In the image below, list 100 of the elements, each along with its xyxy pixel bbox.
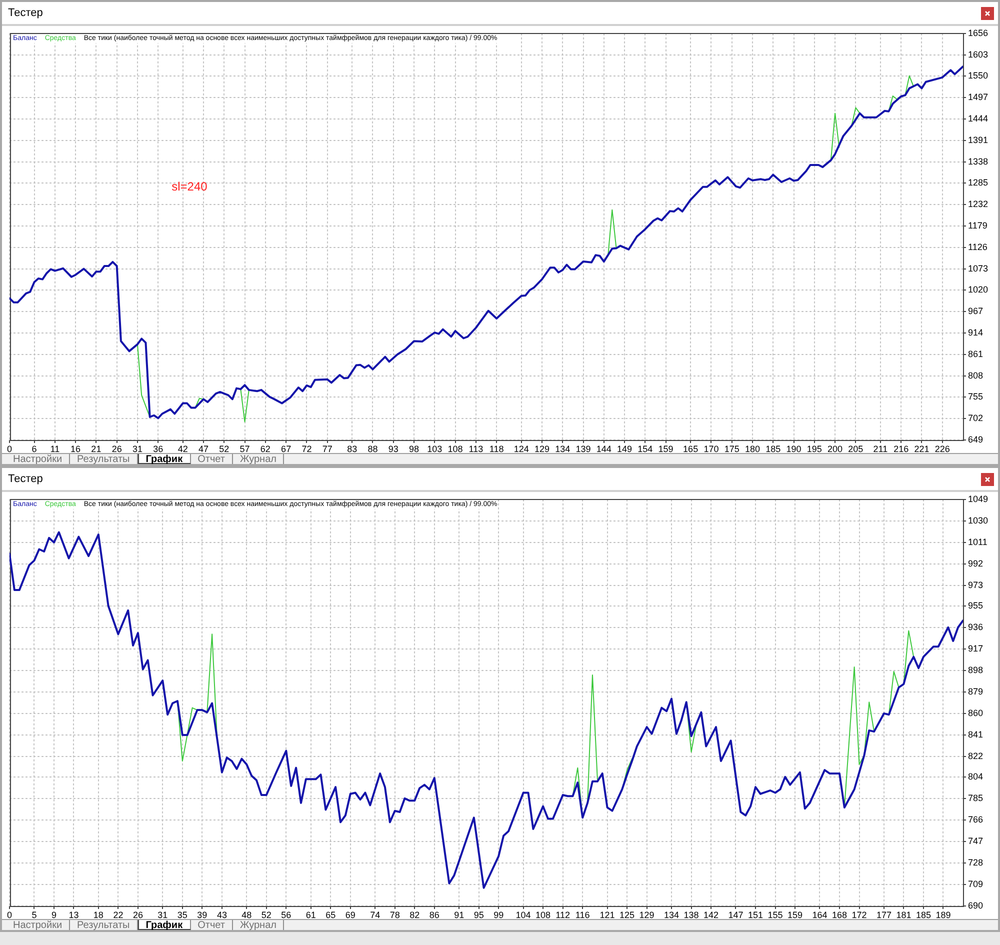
x-tick-label: 78 [390, 910, 400, 920]
x-tick-label: 98 [409, 444, 420, 454]
x-tick-label: 116 [575, 910, 590, 920]
y-tick-label: 879 [968, 686, 984, 696]
x-tick-label: 144 [596, 444, 612, 454]
y-tick-label: 860 [968, 708, 984, 718]
x-tick-label: 35 [177, 910, 188, 920]
x-tick-label: 52 [219, 444, 230, 454]
x-tick-label: 36 [153, 444, 164, 454]
text: Результаты [70, 454, 138, 465]
y-tick-label: 822 [968, 750, 984, 761]
x-tick-label: 72 [302, 444, 312, 454]
text: Настройки [6, 920, 70, 931]
x-tick-label: 57 [240, 444, 250, 454]
x-tick-label: 170 [704, 444, 719, 454]
y-tick-label: 967 [968, 306, 984, 316]
y-tick-label: 1497 [968, 92, 988, 102]
text: Журнал [232, 920, 284, 931]
text: Результаты [70, 920, 138, 931]
x-tick-label: 99 [494, 910, 504, 920]
x-tick-label: 165 [683, 444, 698, 454]
y-tick-label: 992 [968, 558, 984, 568]
x-tick-label: 56 [281, 910, 292, 920]
y-tick-label: 1020 [968, 284, 988, 295]
x-tick-label: 168 [832, 910, 848, 920]
x-tick-label: 103 [427, 444, 442, 454]
text: Отчет [190, 454, 233, 465]
y-tick-label: 936 [968, 622, 984, 632]
x-tick-label: 185 [766, 444, 781, 454]
x-tick-label: 43 [216, 910, 227, 920]
x-tick-label: 48 [242, 910, 252, 920]
x-tick-label: 189 [936, 910, 951, 920]
y-tick-label: 1179 [968, 220, 988, 230]
x-tick-label: 95 [474, 910, 484, 920]
y-tick-label: 785 [968, 792, 984, 803]
x-tick-label: 62 [260, 444, 270, 454]
x-tick-label: 134 [555, 444, 570, 454]
x-tick-label: 129 [534, 444, 550, 454]
x-tick-label: 185 [916, 910, 931, 920]
x-tick-label: 5 [32, 910, 37, 920]
x-tick-label: 88 [368, 444, 378, 454]
x-tick-label: 118 [489, 444, 504, 454]
y-tick-label: 702 [968, 413, 984, 424]
x-tick-label: 134 [664, 910, 680, 920]
text: Отчет [190, 920, 233, 931]
x-tick-label: 74 [370, 910, 380, 920]
y-tick-label: 898 [968, 664, 984, 675]
x-tick-label: 0 [6, 444, 12, 454]
x-tick-label: 177 [876, 910, 892, 920]
x-tick-label: 26 [132, 910, 143, 920]
x-tick-label: 6 [32, 444, 37, 454]
x-tick-label: 164 [812, 910, 828, 920]
x-tick-label: 47 [198, 444, 209, 454]
x-tick-label: 16 [70, 444, 81, 454]
x-tick-label: 121 [600, 910, 615, 920]
y-tick-label: 861 [968, 348, 984, 359]
x-tick-label: 159 [658, 444, 674, 454]
x-tick-label: 108 [536, 910, 551, 920]
y-tick-label: 1444 [968, 113, 988, 124]
y-tick-label: 841 [968, 729, 984, 740]
text: Настройки [6, 454, 70, 465]
y-tick-label: 1126 [968, 242, 988, 252]
x-tick-label: 190 [786, 444, 802, 454]
chart-title: Тестер [8, 473, 43, 486]
y-tick-label: 1338 [968, 156, 988, 166]
y-tick-label: 955 [968, 600, 984, 610]
y-tick-label: 804 [968, 771, 984, 782]
x-tick-label: 113 [468, 444, 484, 454]
x-tick-label: 175 [724, 444, 740, 454]
x-tick-label: 205 [848, 444, 864, 454]
x-tick-label: 129 [639, 910, 654, 920]
x-tick-label: 181 [896, 910, 912, 920]
x-tick-label: 77 [322, 444, 332, 454]
x-tick-label: 151 [748, 910, 764, 920]
x-tick-label: 26 [112, 444, 122, 454]
x-tick-label: 147 [728, 910, 744, 920]
x-tick-label: 31 [158, 910, 168, 920]
x-tick-label: 195 [806, 444, 822, 454]
x-tick-label: 104 [516, 910, 531, 920]
x-tick-label: 9 [51, 910, 56, 920]
x-tick-label: 61 [306, 910, 316, 920]
x-tick-label: 86 [429, 910, 440, 920]
x-tick-label: 21 [91, 444, 102, 454]
x-tick-label: 149 [617, 444, 632, 454]
x-tick-label: 108 [448, 444, 463, 454]
x-tick-label: 65 [326, 910, 336, 920]
x-tick-label: 159 [788, 910, 803, 920]
x-tick-label: 31 [132, 444, 142, 454]
x-tick-label: 22 [113, 910, 124, 920]
x-tick-label: 83 [347, 444, 358, 454]
y-tick-label: 917 [968, 643, 984, 654]
y-tick-label: 1656 [968, 28, 988, 38]
x-tick-label: 139 [576, 444, 591, 454]
text: График [138, 920, 191, 931]
x-tick-label: 154 [638, 444, 653, 454]
x-tick-label: 211 [873, 444, 888, 454]
x-tick-label: 124 [514, 444, 529, 454]
x-tick-label: 91 [454, 910, 464, 920]
x-tick-label: 226 [934, 444, 950, 454]
y-tick-label: 1550 [968, 70, 988, 81]
